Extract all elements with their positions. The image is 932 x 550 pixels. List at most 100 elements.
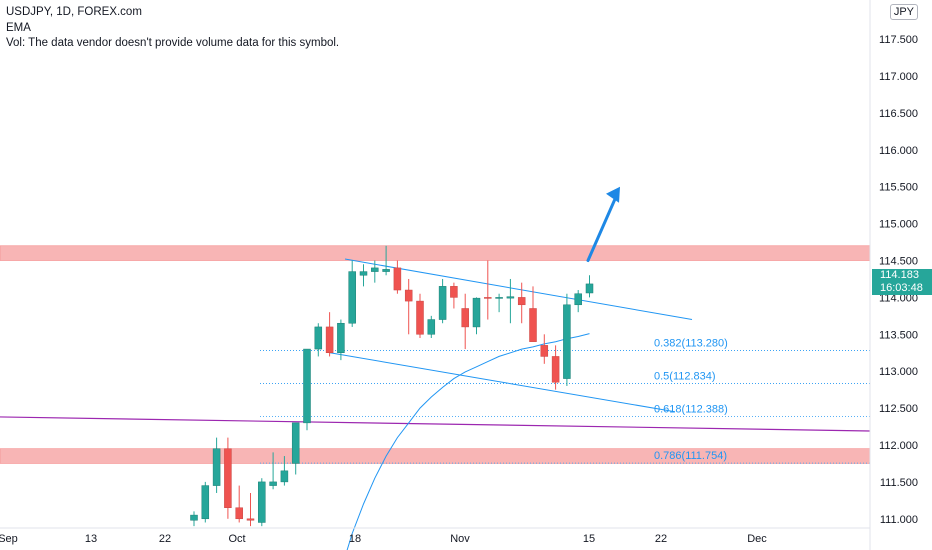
candle[interactable] [585, 275, 594, 298]
candle[interactable] [224, 437, 232, 519]
channel-lower-line[interactable] [329, 352, 676, 413]
chart-title: USDJPY, 1D, FOREX.com [6, 6, 142, 18]
price-tick-label: 113.000 [879, 366, 918, 378]
candle-body [472, 297, 481, 328]
candle-body [371, 267, 379, 272]
candle[interactable] [337, 319, 345, 361]
trend-line[interactable] [0, 416, 871, 432]
candle[interactable] [461, 293, 469, 350]
candle[interactable] [212, 437, 221, 493]
support-zone[interactable] [0, 448, 871, 464]
candle-body [416, 300, 424, 335]
price-tick-label: 116.000 [879, 145, 918, 157]
candle[interactable] [472, 297, 481, 335]
candle[interactable] [359, 264, 368, 287]
price-tick-label: 115.000 [879, 219, 918, 231]
indicator-label[interactable]: EMA [6, 22, 31, 34]
candle[interactable] [438, 278, 447, 324]
price-tick-label: 112.000 [879, 440, 918, 452]
zones-layer [0, 245, 871, 464]
price-tick-label: 114.500 [879, 256, 918, 268]
volume-note: Vol: The data vendor doesn't provide vol… [6, 37, 340, 49]
candles [190, 245, 594, 527]
candle-body [529, 308, 537, 342]
candle-body [461, 308, 469, 328]
candle[interactable] [269, 452, 277, 490]
candle-body [540, 345, 549, 357]
candle[interactable] [393, 260, 402, 294]
candle-body [190, 514, 198, 521]
candle-body [291, 422, 300, 464]
candle[interactable] [427, 315, 436, 338]
candle-body [337, 322, 345, 354]
time-tick-label: 18 [349, 533, 361, 545]
candle-body [404, 289, 413, 302]
price-axis[interactable]: 111.000 111.500 112.000 112.500 113.000 113.5… [879, 34, 918, 526]
candle-body [574, 293, 582, 306]
candle[interactable] [495, 293, 503, 313]
candle[interactable] [404, 278, 413, 335]
candle[interactable] [291, 422, 300, 475]
candle[interactable] [371, 260, 379, 283]
candle[interactable] [303, 348, 311, 431]
candle-body [393, 267, 402, 291]
candle[interactable] [280, 456, 289, 486]
currency-badge[interactable]: JPY [889, 4, 918, 20]
candle-body [495, 297, 503, 299]
fib-level-label: 0.786(111.754) [654, 450, 727, 462]
candle[interactable] [258, 478, 266, 527]
time-tick-label: Nov [450, 533, 470, 545]
candle-body [258, 481, 266, 523]
price-tick-label: 117.500 [879, 34, 918, 46]
candle-body [314, 326, 323, 350]
time-axis[interactable]: Sep 13 22 Oct 18 Nov 15 22 Dec [0, 533, 767, 545]
candle-body [224, 448, 232, 508]
fibonacci-levels: 0.382(113.280) 0.5(112.834) 0.618(112.388)… [260, 338, 870, 464]
arrow-shaft[interactable] [586, 195, 618, 263]
candle-body [246, 518, 255, 521]
candle[interactable] [416, 293, 424, 338]
price-tick-label: 111.000 [880, 514, 918, 526]
candle[interactable] [551, 345, 560, 390]
candle-body [427, 319, 436, 335]
candle[interactable] [517, 282, 526, 324]
time-tick-label: 15 [583, 533, 595, 545]
candle[interactable] [484, 260, 492, 320]
candle[interactable] [314, 323, 323, 357]
candle[interactable] [201, 481, 210, 523]
candle[interactable] [450, 282, 458, 309]
candle[interactable] [235, 485, 243, 523]
ema-line[interactable] [341, 333, 590, 550]
candle[interactable] [246, 492, 255, 527]
price-tick-label: 112.500 [879, 403, 918, 415]
candle[interactable] [563, 293, 571, 386]
candle[interactable] [540, 334, 549, 364]
candle-body [359, 271, 368, 276]
candle[interactable] [325, 312, 334, 357]
candle-body [506, 296, 515, 299]
candle-body [348, 271, 356, 324]
arrow-head[interactable] [606, 186, 620, 203]
candle[interactable] [382, 245, 390, 276]
resistance-zone[interactable] [0, 245, 871, 261]
bar-countdown: 16:03:48 [880, 282, 923, 294]
time-tick-label: Sep [0, 533, 18, 545]
last-price-tag: 114.183 16:03:48 [872, 269, 932, 295]
candle-body [438, 286, 447, 320]
candle[interactable] [506, 278, 515, 324]
fib-level-label: 0.618(112.388) [654, 403, 728, 415]
last-price-value: 114.183 [880, 269, 919, 281]
fib-level-label: 0.382(113.280) [654, 338, 728, 350]
price-tick-label: 115.500 [879, 182, 918, 194]
time-tick-label: Oct [228, 533, 245, 545]
fib-level-label: 0.5(112.834) [654, 370, 716, 382]
candle-body [484, 297, 492, 299]
candle[interactable] [574, 290, 582, 313]
candle[interactable] [190, 511, 198, 527]
candle[interactable] [348, 260, 356, 327]
channel-upper-line[interactable] [344, 258, 693, 321]
candle[interactable] [529, 286, 537, 342]
time-tick-label: 22 [159, 533, 171, 545]
time-tick-label: 13 [85, 533, 97, 545]
